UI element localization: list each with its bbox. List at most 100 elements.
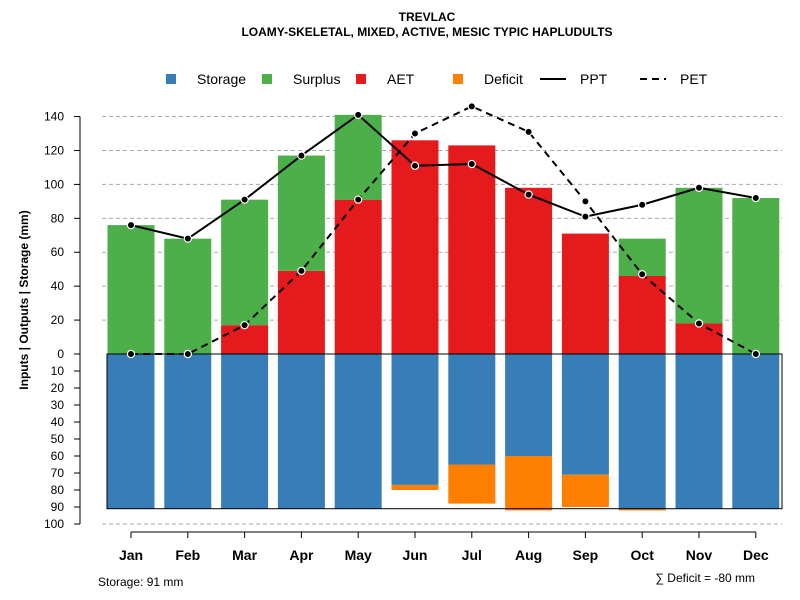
pet-point-dec — [751, 349, 761, 359]
y-tick-label-80: 80 — [51, 211, 65, 225]
storage-bar-jun — [391, 354, 439, 485]
ppt-point-jul — [467, 159, 476, 169]
ppt-point-aug — [524, 190, 533, 199]
y-tick-label-40: 40 — [51, 279, 65, 293]
y-tick-label-0: 0 — [57, 347, 64, 361]
aet-bar-jul — [448, 145, 496, 354]
ppt-point-mar — [240, 195, 249, 204]
y-tick-label-60: 60 — [51, 245, 65, 259]
legend-item-pet: PET — [640, 71, 708, 87]
surplus-bar-oct — [618, 238, 666, 276]
y-tick-label-140: 140 — [44, 110, 64, 124]
legend-label-storage: Storage — [197, 71, 246, 87]
storage-bar-jul — [448, 354, 496, 465]
surplus-bar-nov — [675, 187, 723, 324]
y-tick-label-lower-20: 20 — [51, 381, 65, 395]
deficit-bar-oct — [618, 508, 666, 511]
storage-bar-sep — [561, 354, 609, 475]
y-tick-label-lower-60: 60 — [51, 449, 65, 463]
legend-item-ppt: PPT — [540, 71, 608, 87]
legend-swatch-surplus — [262, 74, 272, 84]
x-tick-label-oct: Oct — [631, 547, 655, 563]
y-tick-label-lower-50: 50 — [51, 432, 65, 446]
ppt-point-feb — [183, 234, 192, 243]
storage-footnote: Storage: 91 mm — [98, 575, 183, 589]
aet-bar-may — [334, 199, 382, 354]
ppt-point-dec — [751, 193, 761, 203]
x-tick-label-jun: Jun — [403, 547, 428, 563]
x-tick-label-mar: Mar — [232, 547, 257, 563]
legend-label-ppt: PPT — [580, 71, 608, 87]
legend: Storage Surplus AET Deficit PPT PET — [166, 71, 708, 87]
pet-line — [131, 105, 757, 355]
pet-point-may — [354, 195, 363, 204]
y-tick-label-lower-30: 30 — [51, 398, 65, 412]
pet-point-sep — [581, 197, 590, 206]
y-tick-label-lower-80: 80 — [51, 483, 65, 497]
pet-point-jan — [126, 349, 136, 359]
legend-item-storage: Storage — [166, 71, 246, 87]
y-axis-title: Inputs | Outputs | Storage (mm) — [17, 210, 31, 389]
pet-point-jul — [467, 102, 476, 111]
aet-bar-aug — [505, 187, 553, 354]
legend-label-aet: AET — [387, 71, 415, 87]
x-tick-label-apr: Apr — [289, 547, 314, 563]
y-tick-label-lower-90: 90 — [51, 500, 65, 514]
x-tick-label-sep: Sep — [573, 547, 599, 563]
pet-point-feb — [183, 349, 192, 359]
storage-bar-nov — [675, 354, 723, 509]
aet-bar-jun — [391, 140, 439, 354]
x-tick-label-jan: Jan — [119, 547, 143, 563]
ppt-line — [130, 113, 756, 240]
x-tick-label-may: May — [345, 547, 372, 563]
storage-bar-feb — [164, 354, 212, 509]
aet-bar-oct — [618, 275, 666, 354]
aet-bar-apr — [277, 270, 325, 354]
aet-bar-sep — [561, 233, 609, 354]
pet-point-nov — [694, 319, 704, 328]
deficit-footnote: ∑ Deficit = -80 mm — [655, 571, 755, 585]
storage-bar-jan — [107, 354, 155, 509]
ppt-point-jun — [410, 161, 420, 170]
plot-frame — [106, 353, 783, 510]
axes: 0 20 40 60 80 100 120 140 10 20 30 40 50 60 70 80 90 100 J… — [44, 110, 769, 563]
legend-swatch-aet — [356, 74, 366, 84]
surplus-bar-jan — [107, 225, 155, 354]
surplus-bar-mar — [221, 199, 269, 326]
series-lines — [126, 102, 761, 359]
ppt-point-may — [354, 110, 363, 120]
bars — [107, 114, 780, 511]
chart-title: TREVLAC — [399, 10, 456, 24]
surplus-bar-dec — [732, 197, 780, 354]
x-tick-label-nov: Nov — [686, 547, 713, 563]
pet-point-apr — [297, 266, 306, 276]
pet-point-mar — [240, 320, 249, 330]
legend-item-aet: AET — [356, 71, 415, 87]
legend-item-surplus: Surplus — [262, 71, 340, 87]
pet-point-jun — [410, 129, 420, 138]
pet-point-oct — [638, 270, 647, 279]
legend-label-pet: PET — [680, 71, 708, 87]
legend-swatch-deficit — [453, 74, 463, 84]
x-tick-label-feb: Feb — [175, 547, 200, 563]
deficit-bar-jul — [448, 464, 496, 504]
ppt-point-sep — [581, 212, 590, 221]
surplus-bar-apr — [277, 155, 325, 271]
storage-bar-aug — [505, 354, 553, 456]
ppt-point-apr — [297, 151, 306, 160]
deficit-bar-aug — [505, 456, 553, 511]
deficit-bar-jun — [391, 484, 439, 490]
y-tick-label-lower-70: 70 — [51, 466, 65, 480]
legend-swatch-storage — [166, 74, 176, 84]
x-tick-label-jul: Jul — [462, 547, 482, 563]
gridlines — [102, 116, 782, 525]
x-tick-label-aug: Aug — [515, 547, 542, 563]
y-tick-label-100: 100 — [44, 177, 64, 191]
storage-bar-apr — [277, 354, 325, 509]
ppt-point-jan — [126, 220, 136, 230]
y-tick-label-120: 120 — [44, 143, 64, 157]
surplus-bar-feb — [164, 238, 212, 354]
pet-point-aug — [524, 127, 533, 137]
storage-bar-dec — [732, 354, 780, 509]
